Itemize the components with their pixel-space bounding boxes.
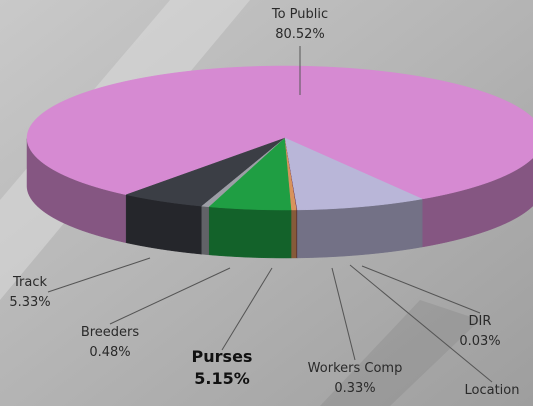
category-label: To Public: [271, 7, 328, 22]
value-label: 0.48%: [89, 345, 130, 360]
leader-line: [109, 267, 231, 325]
value-label: 5.33%: [9, 295, 50, 310]
slice-side: [201, 205, 210, 256]
category-label: Location: [465, 383, 520, 398]
slice-side: [291, 209, 298, 259]
category-label: Breeders: [81, 325, 140, 340]
leader-line: [47, 257, 151, 293]
value-label: 0.33%: [334, 381, 375, 396]
category-label: DIR: [469, 314, 492, 329]
pie-slice: [26, 65, 533, 248]
category-label: Track: [12, 275, 47, 290]
leader-line: [331, 267, 356, 361]
slice-top: [208, 137, 292, 211]
value-label: 5.15%: [194, 369, 250, 388]
pie-slice: [284, 137, 424, 259]
leader-line: [221, 267, 273, 351]
category-label: Workers Comp: [308, 361, 403, 376]
leader-line: [361, 265, 481, 314]
slice-top: [284, 137, 424, 211]
slice-top: [26, 65, 533, 200]
leader-line: [349, 264, 493, 383]
slice-side: [208, 206, 292, 259]
pie: [26, 65, 533, 259]
category-label: Purses: [192, 347, 253, 366]
pie-slice: [125, 137, 286, 255]
pie-slice: [208, 137, 292, 259]
value-label: 80.52%: [275, 27, 325, 42]
labels: To Public 80.52% Track 5.33% Breeders 0.48% Pu…: [9, 7, 519, 398]
slice-top: [125, 137, 286, 207]
value-label: 0.03%: [459, 334, 500, 349]
backdrop-shape: [320, 300, 480, 406]
pie-slice: [201, 137, 286, 256]
